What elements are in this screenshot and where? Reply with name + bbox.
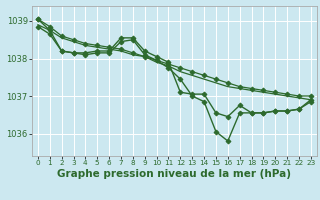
X-axis label: Graphe pression niveau de la mer (hPa): Graphe pression niveau de la mer (hPa) xyxy=(57,169,292,179)
